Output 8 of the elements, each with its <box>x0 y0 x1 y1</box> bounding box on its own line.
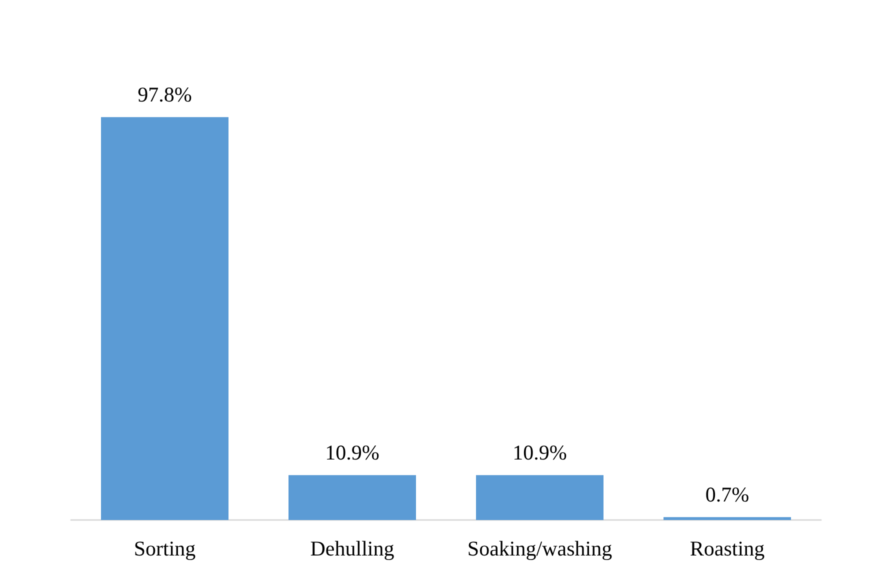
x-tick-label: Dehulling <box>310 536 395 560</box>
x-tick-label: Sorting <box>134 536 196 560</box>
x-tick-label: Roasting <box>690 536 766 560</box>
data-label: 0.7% <box>705 482 750 507</box>
data-label: 10.9% <box>512 440 567 465</box>
data-label: 10.9% <box>325 440 380 465</box>
x-tick-label: Soaking/washing <box>467 536 613 560</box>
data-label: 97.8% <box>138 82 192 107</box>
